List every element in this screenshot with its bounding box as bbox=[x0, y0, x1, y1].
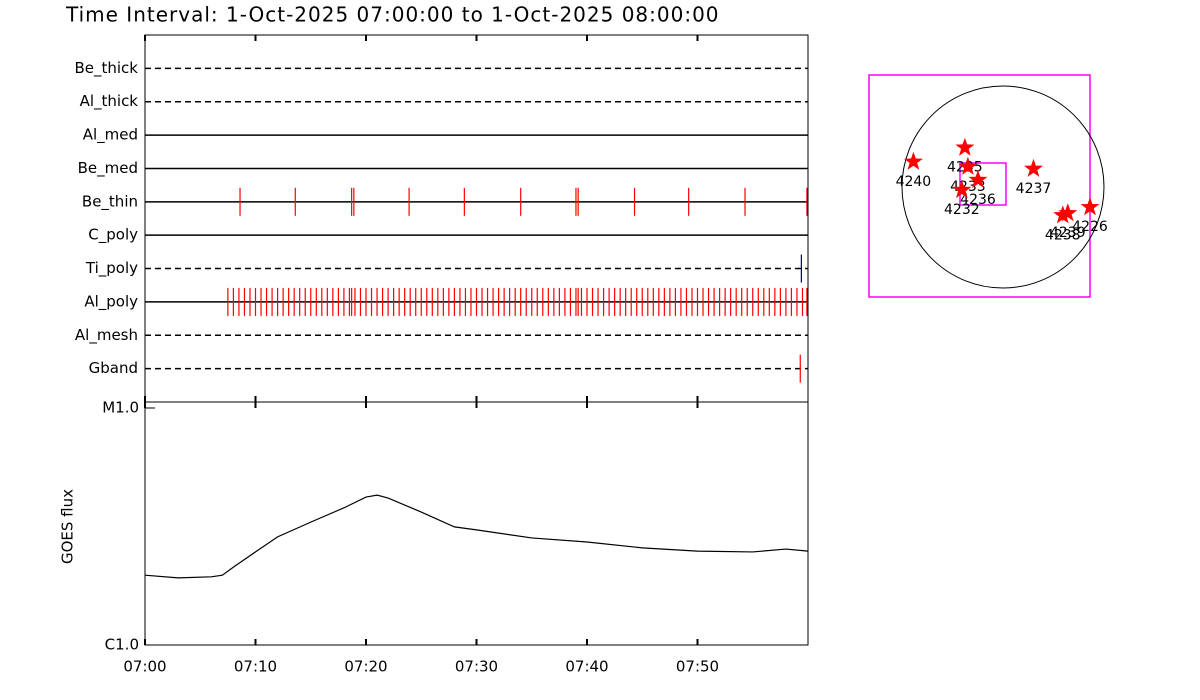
region-label: 4232 bbox=[944, 202, 980, 218]
region-star bbox=[1024, 158, 1043, 177]
x-tick-label: 07:50 bbox=[676, 658, 719, 676]
map-frame bbox=[868, 74, 1091, 298]
region-label: 4237 bbox=[1016, 181, 1052, 197]
region-star bbox=[1058, 203, 1078, 222]
x-tick-label: 07:30 bbox=[455, 658, 498, 676]
timeline-frame bbox=[144, 34, 809, 403]
region-star bbox=[903, 151, 923, 170]
chart-title: Time Interval: 1-Oct-2025 07:00:00 to 1-… bbox=[65, 3, 720, 27]
filter-label: Be_med bbox=[78, 159, 138, 178]
region-label: 4240 bbox=[896, 174, 932, 190]
filter-label: Be_thick bbox=[74, 59, 138, 78]
x-tick-label: 07:10 bbox=[234, 658, 277, 676]
xrt-fov bbox=[959, 162, 1007, 206]
region-label: 4239 bbox=[1050, 225, 1086, 241]
filter-label: Al_mesh bbox=[75, 326, 138, 345]
y-tick-label: M1.0 bbox=[102, 399, 139, 417]
region-star bbox=[968, 169, 988, 188]
x-tick-label: 07:00 bbox=[123, 658, 166, 676]
filter-label: Be_thin bbox=[82, 192, 138, 211]
filter-label: Al_poly bbox=[84, 292, 138, 311]
region-star bbox=[958, 156, 978, 175]
goes-curve bbox=[144, 494, 809, 579]
y-tick-label: C1.0 bbox=[105, 636, 139, 654]
x-tick-label: 07:40 bbox=[565, 658, 608, 676]
filter-label: Ti_poly bbox=[85, 259, 138, 278]
region-label: 4238 bbox=[1045, 227, 1081, 243]
region-label: 4236 bbox=[960, 192, 996, 208]
y-axis-label: GOES flux bbox=[59, 489, 77, 564]
filter-label: Al_med bbox=[83, 126, 138, 145]
region-star bbox=[952, 180, 972, 199]
region-star bbox=[1053, 205, 1073, 224]
x-tick-label: 07:20 bbox=[344, 658, 387, 676]
filter-label: Al_thick bbox=[80, 92, 139, 111]
region-star bbox=[1080, 197, 1100, 216]
region-star bbox=[955, 137, 975, 156]
solar-limb bbox=[901, 85, 1105, 289]
region-label: 4226 bbox=[1072, 219, 1108, 235]
filter-label: C_poly bbox=[88, 226, 138, 245]
filter-label: Gband bbox=[89, 359, 138, 377]
goes-frame bbox=[144, 401, 809, 646]
